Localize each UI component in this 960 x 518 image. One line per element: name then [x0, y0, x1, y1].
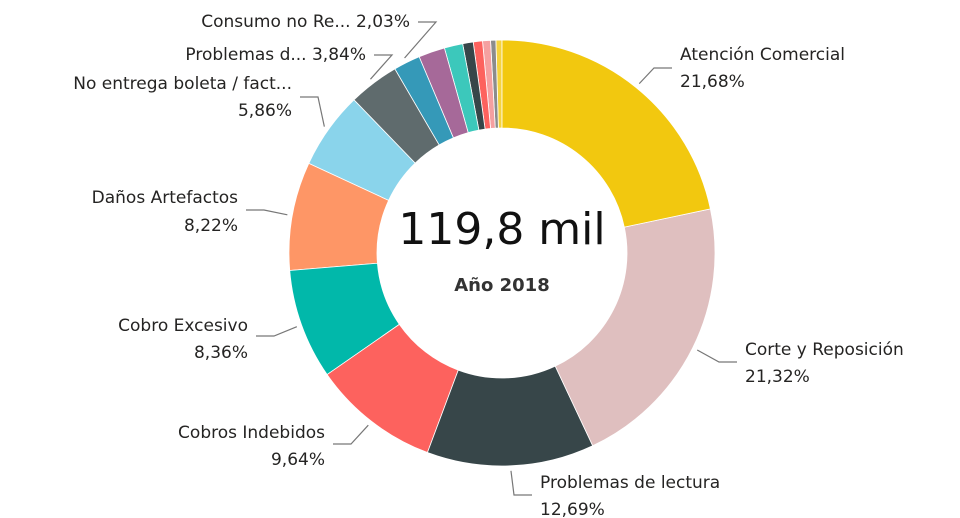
value-label: 2,03%	[356, 12, 410, 32]
donut-slice	[443, 43, 480, 134]
category-name: Cobro Excesivo	[118, 316, 248, 336]
donut-slice	[418, 47, 469, 139]
category-name: Atención Comercial	[680, 45, 845, 65]
leader-line	[246, 209, 288, 216]
slice-label: Problemas d... 3,84%	[185, 45, 366, 65]
donut-slice	[462, 41, 486, 131]
leader-line	[696, 349, 737, 363]
donut-slice	[288, 162, 390, 271]
category-name: Problemas d...	[185, 45, 306, 65]
leader-line	[300, 96, 325, 127]
donut-slice	[394, 56, 454, 146]
leader-line	[370, 54, 394, 80]
donut-slice	[472, 40, 491, 130]
leader-line	[510, 470, 532, 496]
center-label: 119,8 mil	[398, 204, 605, 255]
value-label: 8,22%	[184, 216, 238, 236]
donut-slice	[308, 99, 416, 201]
leader-line	[333, 424, 369, 445]
value-label: 21,68%	[680, 72, 745, 92]
donut-slice	[326, 323, 459, 454]
value-label: 5,86%	[238, 101, 292, 121]
value-label: 21,32%	[745, 367, 810, 387]
category-name: Consumo no Re...	[201, 12, 350, 32]
donut-slice	[426, 365, 594, 467]
value-label: 12,69%	[540, 500, 605, 518]
category-name: Corte y Reposición	[745, 340, 904, 360]
donut-slice	[353, 68, 440, 164]
category-name: No entrega boleta / fact...	[73, 74, 292, 94]
value-label: 9,64%	[271, 450, 325, 470]
donut-slice	[501, 39, 711, 228]
leader-line	[404, 21, 438, 59]
category-name: Cobros Indebidos	[178, 423, 325, 443]
leader-line	[256, 326, 298, 337]
slice-label: Consumo no Re... 2,03%	[201, 12, 410, 32]
value-label: 8,36%	[194, 343, 248, 363]
leader-line	[638, 67, 672, 85]
value-label: 3,84%	[312, 45, 366, 65]
donut-slice	[289, 262, 400, 376]
category-name: Daños Artefactos	[92, 188, 239, 208]
category-name: Problemas de lectura	[540, 473, 720, 493]
subtitle: Año 2018	[454, 275, 549, 296]
donut-slice	[554, 208, 716, 447]
